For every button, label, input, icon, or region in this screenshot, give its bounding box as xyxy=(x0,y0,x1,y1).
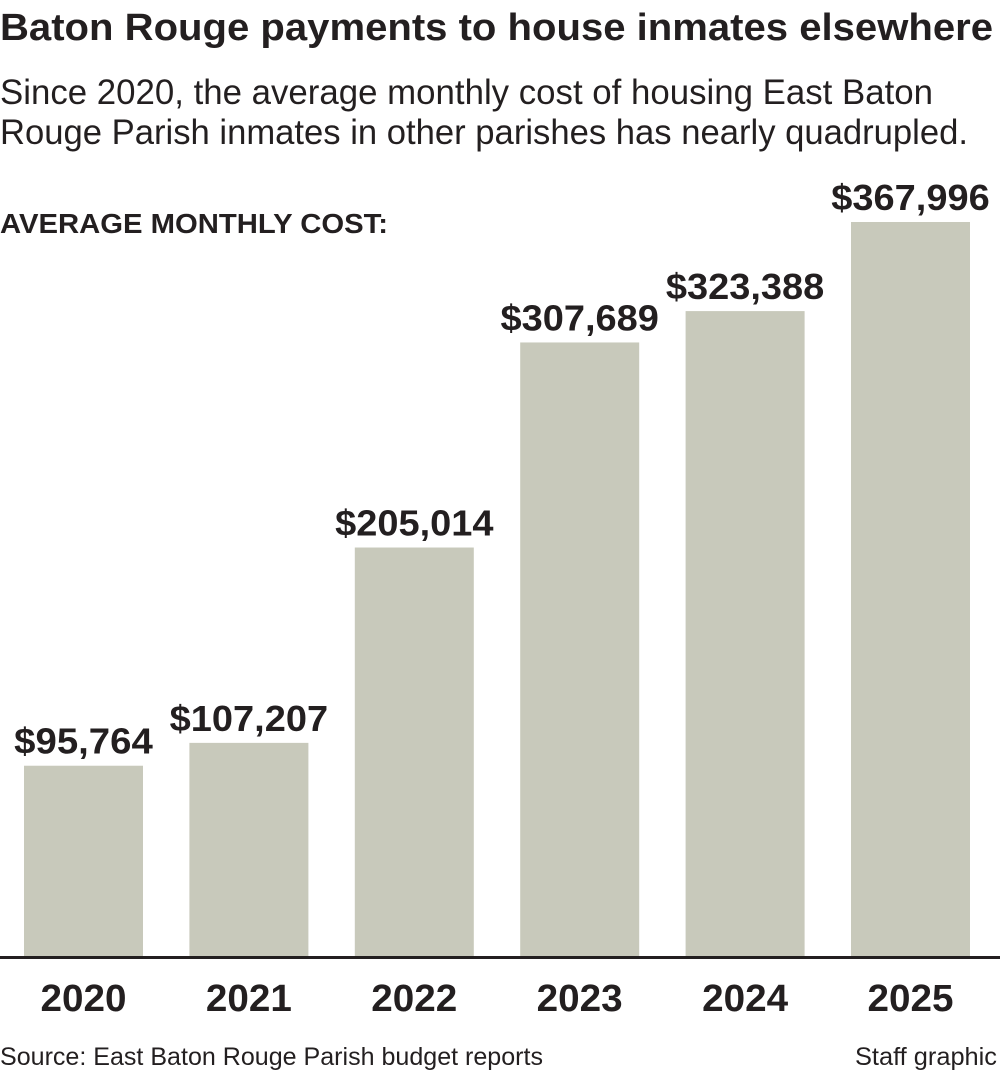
x-tick-label-2021: 2021 xyxy=(206,978,292,1020)
bar-2024 xyxy=(685,311,805,957)
x-tick-label-2023: 2023 xyxy=(537,978,623,1020)
data-label-2020: $95,764 xyxy=(14,721,153,762)
x-tick-label-2020: 2020 xyxy=(41,978,127,1020)
data-label-2024: $323,388 xyxy=(666,266,824,307)
y-axis-label: AVERAGE MONTHLY COST: xyxy=(0,208,388,239)
x-axis-baseline xyxy=(0,956,1000,959)
credit-note: Staff graphic xyxy=(855,1043,997,1071)
data-label-2025: $367,996 xyxy=(831,177,989,218)
bar-2021 xyxy=(189,742,309,957)
x-tick-label-2024: 2024 xyxy=(702,978,788,1020)
chart-subtitle-line-2: Rouge Parish inmates in other parishes h… xyxy=(0,113,968,152)
data-label-2021: $107,207 xyxy=(170,698,328,739)
bar-2020 xyxy=(24,765,143,957)
data-label-2022: $205,014 xyxy=(335,503,493,544)
bar-2025 xyxy=(851,222,970,957)
data-label-2023: $307,689 xyxy=(501,297,659,338)
x-tick-label-2022: 2022 xyxy=(371,978,457,1020)
x-tick-label-2025: 2025 xyxy=(868,978,954,1020)
source-note: Source: East Baton Rouge Parish budget r… xyxy=(0,1043,543,1071)
bar-2023 xyxy=(520,342,640,958)
chart-subtitle-line-1: Since 2020, the average monthly cost of … xyxy=(0,73,933,112)
chart-title: Baton Rouge payments to house inmates el… xyxy=(0,7,993,49)
bar-2022 xyxy=(354,547,474,957)
